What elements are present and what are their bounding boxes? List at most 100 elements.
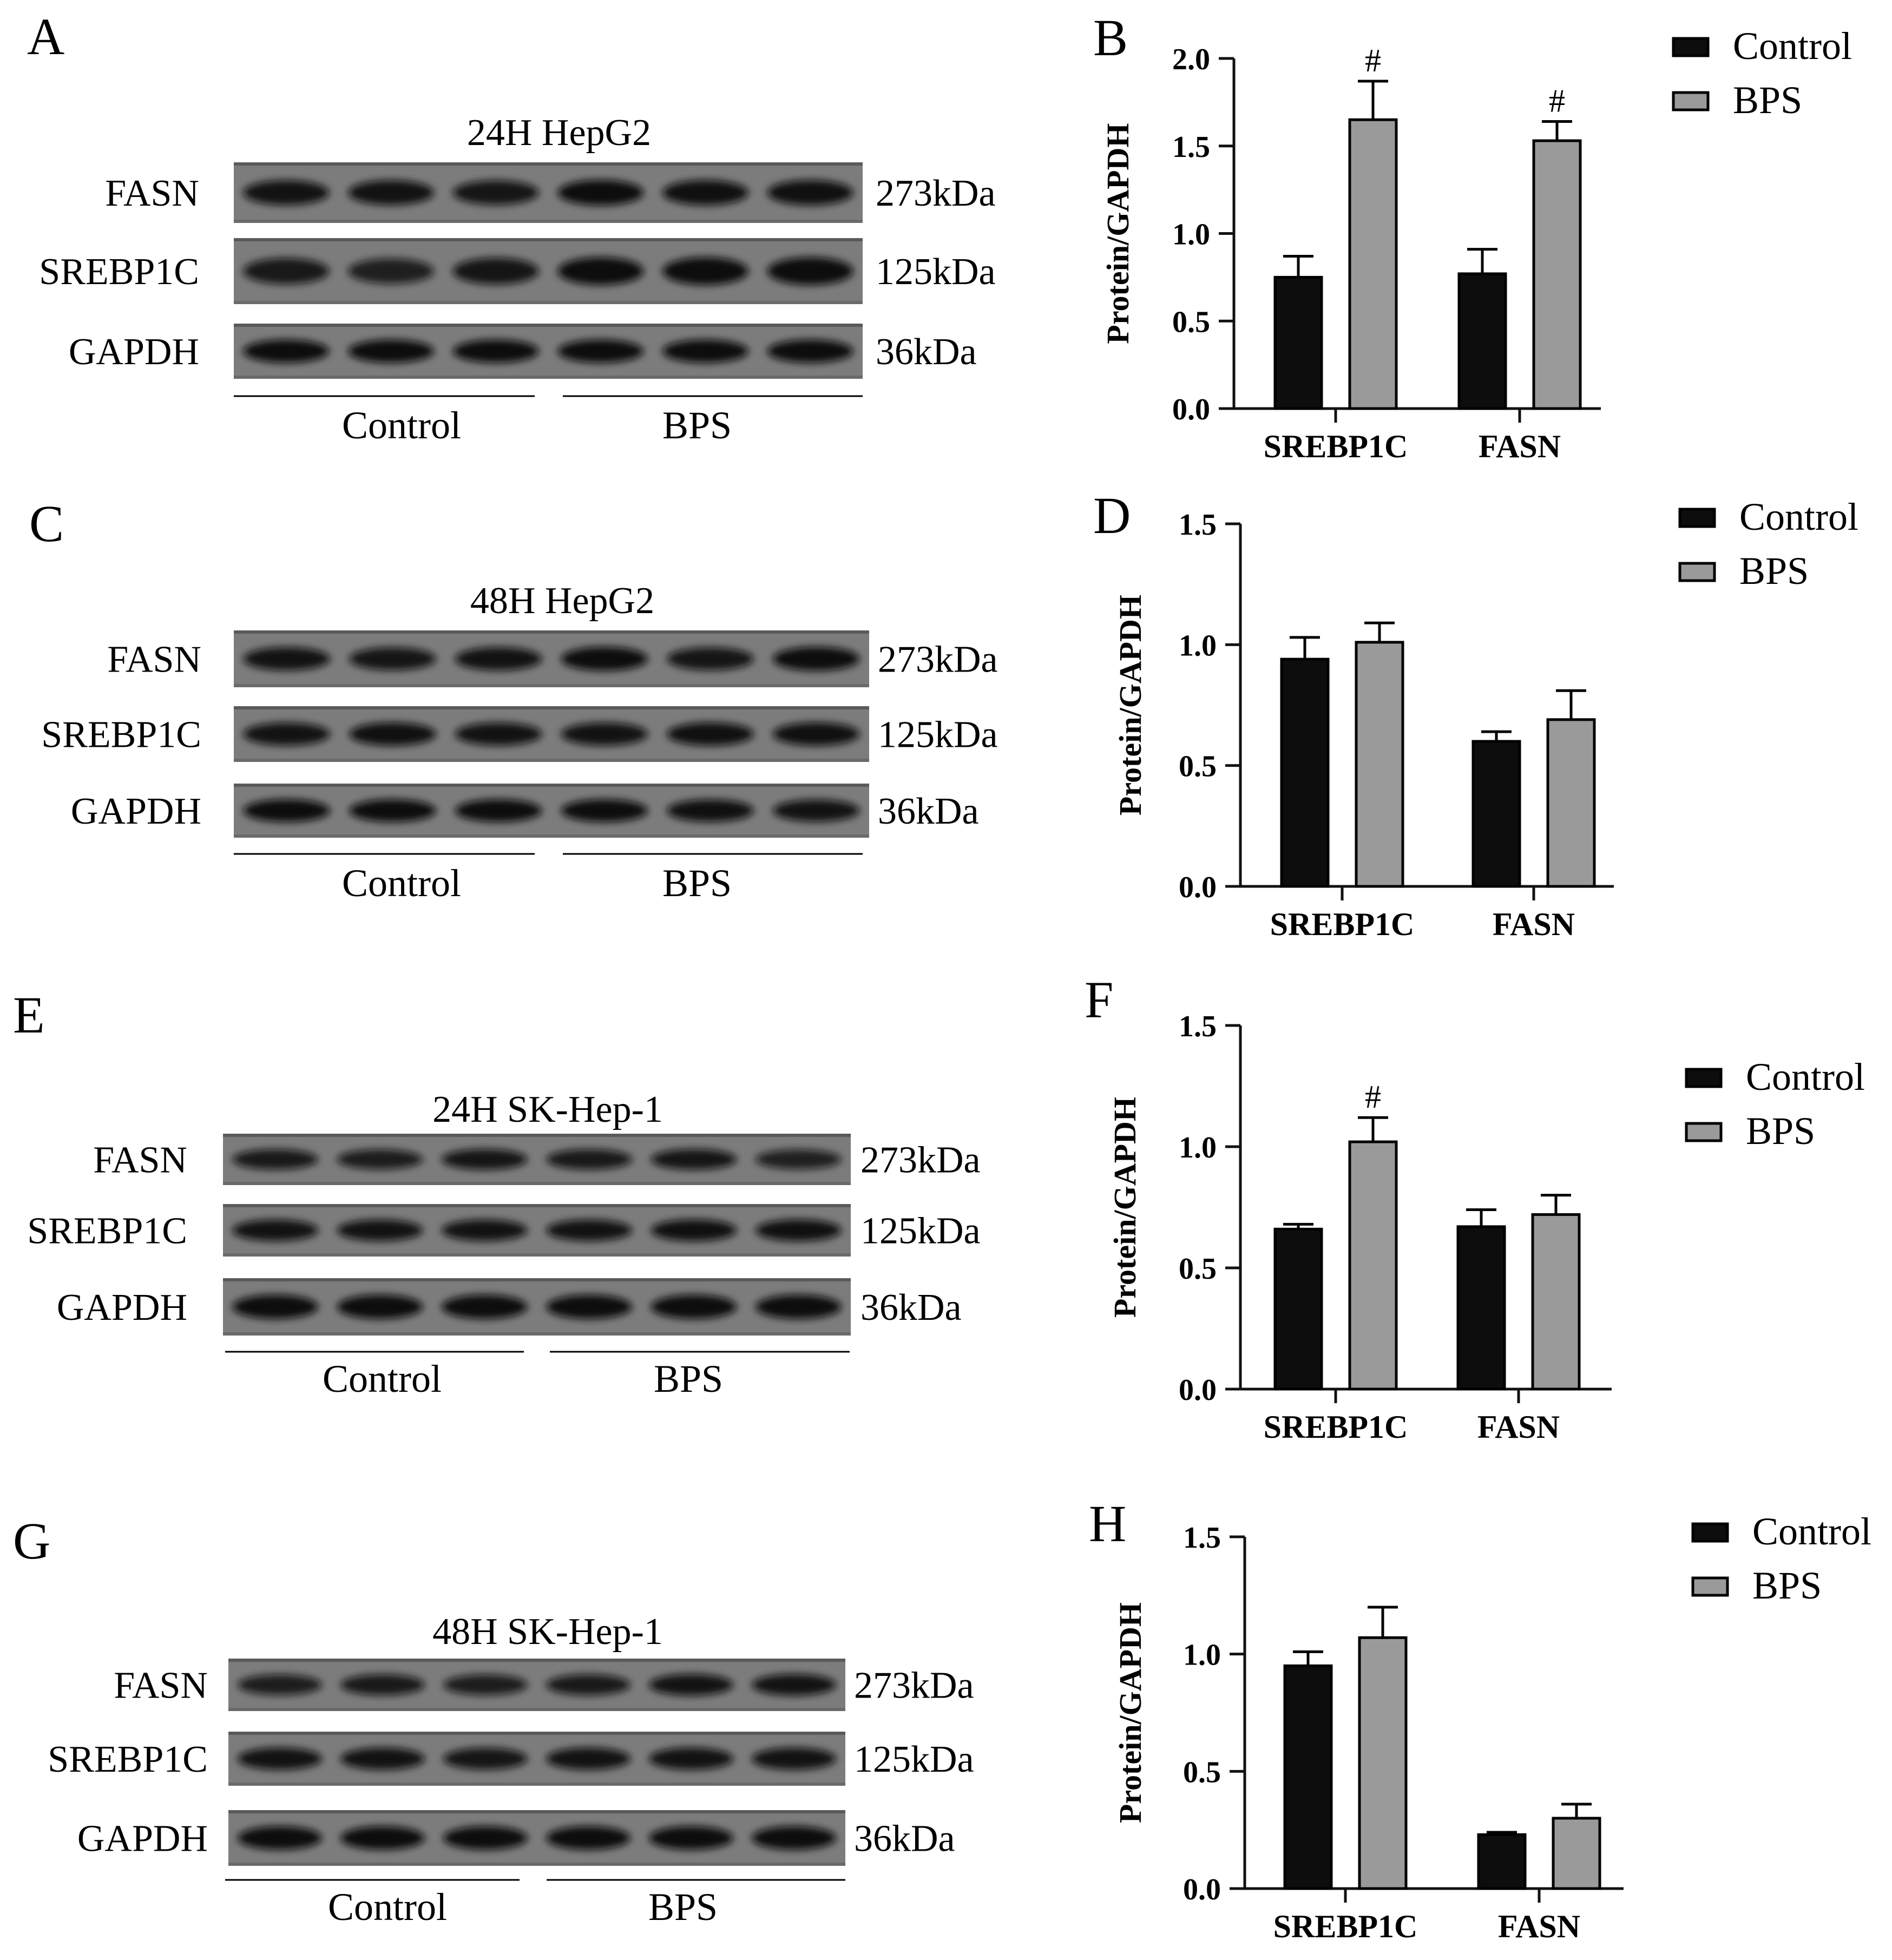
blot-strip [234,706,869,762]
blot-strip [234,162,863,223]
x-tick-label: SREBP1C [1273,1909,1418,1944]
blot-strip-edge [234,706,869,709]
blot-band [662,339,748,363]
blot-band [340,1747,425,1770]
blot-band [561,722,648,746]
panel-letter: F [1085,971,1113,1029]
bar-control-fasn [1456,1225,1506,1391]
blot-band [557,180,644,206]
blot-strip-edge [234,784,869,787]
blot-row-gapdh: GAPDH 36kDa [77,1810,955,1866]
significance-mark: # [1365,43,1381,78]
legend-swatch-bps [1678,562,1716,582]
blot-band [662,257,748,285]
blot-band [243,722,331,746]
blot-band [651,1149,737,1170]
bar-chart-b: B 0.0 0.5 1.0 1.5 2.0 Protein/GAPDH SREBP1C # FAS… [1093,9,1852,464]
blot-band [455,722,542,746]
panel-letter: D [1093,486,1131,544]
blot-band [667,799,754,822]
y-tick-label: 1.0 [1172,218,1210,252]
blot-row-fasn: FASN 273kDa [105,162,996,223]
bar-control-srebp1c [1273,1227,1323,1391]
x-tick-label: SREBP1C [1270,906,1415,942]
blot-strip-edge [223,1204,851,1207]
bar-bps-srebp1c [1355,641,1404,888]
group-label: BPS [648,1885,718,1929]
blot-band [452,180,539,205]
blot-band [455,647,542,670]
blot-strip [234,630,869,687]
kda-label: 36kDa [860,1287,962,1328]
y-tick-label: 0.0 [1172,393,1210,426]
blot-row-srebp1c: SREBP1C 125kDa [48,1732,974,1786]
blot-band [232,1219,318,1241]
kda-label: 36kDa [876,331,977,373]
blot-band [243,180,330,205]
y-tick-label: 1.5 [1179,1010,1217,1043]
kda-label: 125kDa [878,714,998,756]
legend-swatch-bps [1672,91,1710,111]
blot-band [546,1747,630,1770]
bar-bps-fasn [1531,1213,1581,1391]
y-tick-label: 0.5 [1179,1252,1217,1286]
blot-panel-e: E 24H SK-Hep-1 FASN 273kDa SREBP1C 125kDa GAPD… [13,986,981,1400]
blot-strip-edge [234,376,863,379]
blot-band [232,1294,318,1319]
protein-label: SREBP1C [39,251,199,293]
blot-band [443,1747,528,1770]
blot-band [337,1149,423,1169]
y-tick-label: 1.0 [1179,629,1217,662]
blot-band [443,1674,528,1695]
bar-control-srebp1c [1280,657,1330,888]
blot-band [546,1826,630,1850]
blot-strip-edge [228,1659,845,1662]
blot-band [546,1674,630,1695]
y-tick-label: 1.0 [1183,1639,1221,1672]
bar-control-fasn [1457,272,1507,410]
blot-strip [234,324,863,379]
blot-band [238,1826,322,1850]
blot-strip-edge [234,162,863,166]
blot-band [337,1294,423,1319]
group-label: Control [323,1357,442,1400]
y-axis-label: Protein/GAPDH [1113,595,1148,815]
blot-strip-edge [234,301,863,304]
blot-strip [223,1278,851,1336]
blot-band [649,1747,733,1770]
legend-label-control: Control [1746,1055,1865,1099]
blot-band [238,1747,322,1770]
blot-band [442,1294,528,1319]
blot-strip [234,784,869,838]
x-tick-label: FASN [1493,906,1575,942]
y-tick-label: 0.0 [1179,1373,1217,1407]
blot-band [651,1294,737,1319]
blot-title: 48H HepG2 [470,580,654,622]
blot-strip-edge [234,220,863,223]
blot-band [443,1826,528,1850]
legend-swatch-control [1678,508,1716,528]
group-label: Control [342,404,461,447]
protein-label: GAPDH [77,1818,208,1860]
legend-label-bps: BPS [1752,1564,1822,1607]
blot-band [767,257,853,285]
blot-strip-edge [228,1732,845,1735]
protein-label: SREBP1C [48,1739,208,1780]
blot-band [243,799,331,822]
blot-title: 48H SK-Hep-1 [432,1611,663,1653]
blot-band [340,1674,425,1695]
protein-label: FASN [114,1665,208,1707]
panel-letter: A [27,8,64,65]
blot-band [752,1674,836,1696]
blot-band [561,647,648,671]
x-tick-label: FASN [1477,1409,1560,1445]
blot-band [452,258,539,285]
blot-band [651,1219,737,1241]
panel-letter: G [13,1512,50,1570]
significance-mark: # [1549,83,1565,119]
blot-band [667,722,754,746]
blot-strip-edge [228,1783,845,1786]
bar-bps-srebp1c [1348,1140,1398,1391]
blot-strip-edge [234,834,869,838]
bar-control-fasn [1477,1833,1527,1890]
